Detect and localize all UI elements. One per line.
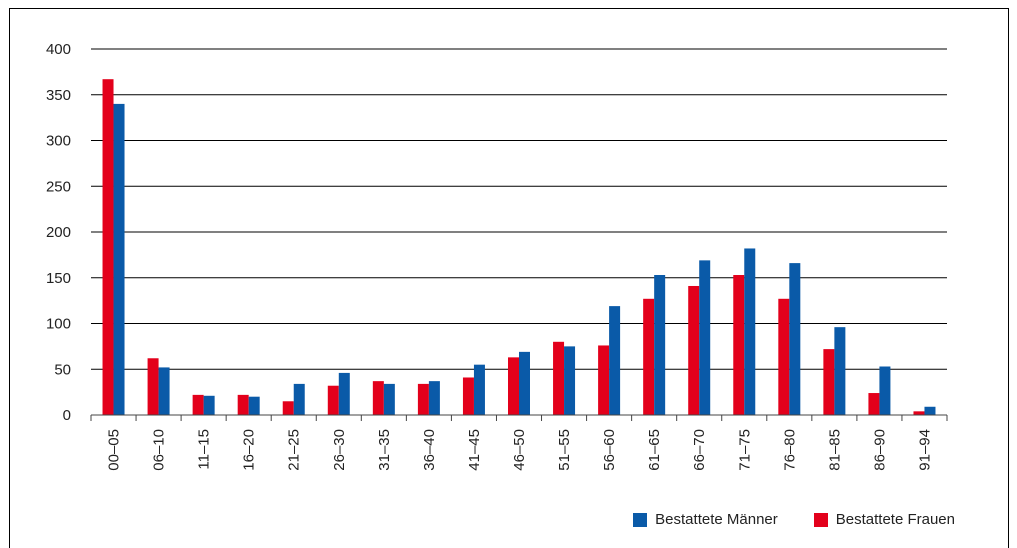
bar-female bbox=[643, 298, 655, 415]
bar-chart: 0 50 100 150 200 250 300 350 400 00–05 06–10 11–15… bbox=[46, 41, 948, 471]
x-tick-label: 56–60 bbox=[601, 429, 618, 471]
bar-female bbox=[823, 349, 835, 415]
x-tick-label: 31–35 bbox=[376, 429, 393, 471]
bar-female bbox=[688, 285, 700, 415]
bar-female bbox=[778, 298, 790, 415]
bar-male bbox=[744, 248, 756, 415]
x-tick-label: 41–45 bbox=[466, 429, 483, 471]
y-axis-ticks: 0 50 100 150 200 250 300 350 400 bbox=[46, 41, 71, 424]
bar-female bbox=[327, 385, 339, 415]
bar-female bbox=[733, 275, 745, 415]
bar-male bbox=[293, 383, 305, 415]
legend-swatch-female bbox=[813, 512, 828, 527]
bar-female bbox=[147, 358, 159, 415]
bar-male bbox=[564, 346, 576, 415]
legend-swatch-male bbox=[633, 512, 648, 527]
bar-female bbox=[598, 345, 610, 415]
x-tick-label: 21–25 bbox=[286, 429, 303, 471]
bar-male bbox=[473, 364, 485, 415]
legend-label-male: Bestattete Männer bbox=[655, 511, 778, 528]
legend-item-female: Bestattete Frauen bbox=[813, 511, 955, 528]
bar-female bbox=[237, 394, 249, 415]
bar-female bbox=[913, 411, 925, 415]
bar-male bbox=[699, 260, 711, 415]
bar-female bbox=[192, 394, 204, 415]
axes bbox=[90, 414, 948, 421]
x-tick-label: 36–40 bbox=[421, 429, 438, 471]
bar-male bbox=[248, 396, 260, 415]
legend-label-female: Bestattete Frauen bbox=[835, 511, 955, 528]
x-tick-label: 11–15 bbox=[196, 429, 213, 470]
bar-female bbox=[508, 357, 519, 415]
bar-male bbox=[428, 381, 440, 415]
bar-female bbox=[282, 401, 294, 415]
bar-male bbox=[113, 103, 125, 416]
y-tick-label: 400 bbox=[46, 41, 71, 58]
bar-male bbox=[834, 327, 846, 415]
bar-female bbox=[102, 79, 114, 415]
x-tick-label: 91–94 bbox=[916, 429, 933, 471]
x-tick-label: 16–20 bbox=[241, 429, 258, 471]
bar-male bbox=[789, 263, 801, 415]
bar-male bbox=[158, 367, 170, 415]
bars bbox=[102, 79, 936, 416]
y-tick-label: 350 bbox=[46, 87, 71, 104]
legend: Bestattete Männer Bestattete Frauen bbox=[597, 511, 955, 528]
y-tick-label: 50 bbox=[54, 361, 71, 378]
y-tick-label: 150 bbox=[46, 270, 71, 287]
bar-male bbox=[203, 395, 215, 415]
grid-lines bbox=[91, 48, 947, 370]
bar-female bbox=[372, 381, 384, 415]
legend-item-male: Bestattete Männer bbox=[633, 511, 778, 528]
x-tick-label: 26–30 bbox=[331, 429, 348, 471]
bar-male bbox=[609, 306, 621, 415]
bar-female bbox=[417, 383, 429, 415]
bar-male bbox=[338, 372, 350, 415]
x-tick-label: 66–70 bbox=[691, 429, 708, 471]
x-tick-label: 61–65 bbox=[646, 429, 663, 471]
bar-male bbox=[879, 366, 891, 415]
bar-female bbox=[868, 393, 880, 415]
y-tick-label: 300 bbox=[46, 133, 71, 150]
y-tick-label: 0 bbox=[63, 407, 71, 424]
y-tick-label: 200 bbox=[46, 224, 71, 241]
bar-male bbox=[654, 275, 666, 415]
x-tick-label: 81–85 bbox=[826, 429, 843, 471]
x-tick-label: 71–75 bbox=[736, 429, 753, 471]
x-tick-label: 86–90 bbox=[871, 429, 888, 471]
bar-male bbox=[924, 406, 936, 415]
y-tick-label: 250 bbox=[46, 178, 71, 195]
bar-female bbox=[553, 341, 565, 415]
bar-female bbox=[462, 377, 474, 415]
x-tick-label: 06–10 bbox=[151, 429, 168, 471]
bar-male bbox=[519, 351, 530, 415]
x-tick-label: 00–05 bbox=[106, 429, 123, 471]
y-tick-label: 100 bbox=[46, 316, 71, 333]
x-tick-label: 76–80 bbox=[781, 429, 798, 471]
chart-frame: 0 50 100 150 200 250 300 350 400 00–05 06–10 11–15… bbox=[9, 8, 1009, 548]
x-axis-ticks: 00–05 06–10 11–15 16–20 21–25 26–30 31–35 36–40… bbox=[106, 429, 934, 471]
x-tick-label: 46–50 bbox=[511, 429, 528, 471]
x-tick-label: 51–55 bbox=[556, 429, 573, 471]
bar-male bbox=[383, 383, 395, 415]
